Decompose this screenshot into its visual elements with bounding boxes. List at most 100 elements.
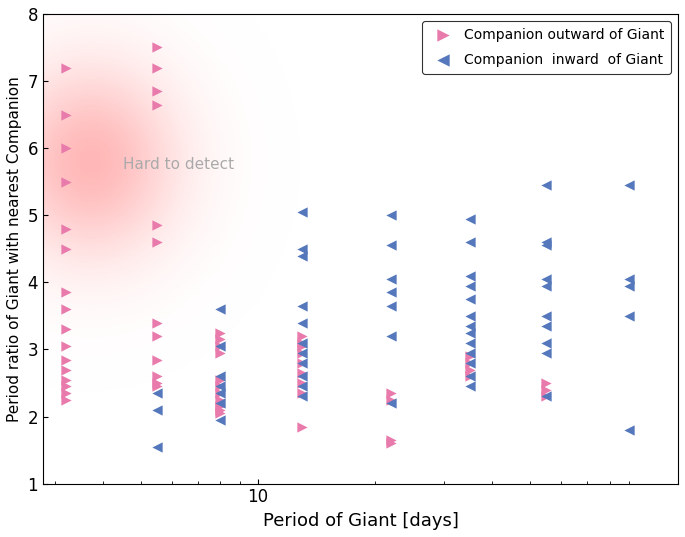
Companion outward of Giant — [151, 63, 162, 72]
Companion  inward  of Giant — [151, 405, 162, 414]
Legend: Companion outward of Giant, Companion  inward  of Giant: Companion outward of Giant, Companion in… — [422, 21, 671, 74]
Y-axis label: Period ratio of Giant with nearest Companion: Period ratio of Giant with nearest Compa… — [7, 76, 22, 422]
Companion outward of Giant — [215, 402, 226, 411]
Companion  inward  of Giant — [540, 322, 551, 330]
Companion outward of Giant — [297, 349, 308, 357]
Companion  inward  of Giant — [386, 332, 397, 340]
Companion outward of Giant — [60, 365, 71, 374]
Companion  inward  of Giant — [464, 338, 475, 347]
Companion  inward  of Giant — [464, 359, 475, 367]
Companion outward of Giant — [215, 375, 226, 384]
Text: Hard to detect: Hard to detect — [123, 157, 234, 172]
Companion  inward  of Giant — [464, 372, 475, 381]
Companion  inward  of Giant — [215, 416, 226, 424]
Companion outward of Giant — [151, 318, 162, 327]
Companion outward of Giant — [215, 395, 226, 404]
Companion  inward  of Giant — [386, 241, 397, 250]
Companion  inward  of Giant — [297, 208, 308, 216]
Companion outward of Giant — [60, 305, 71, 314]
Companion  inward  of Giant — [624, 426, 635, 434]
Companion  inward  of Giant — [386, 399, 397, 408]
Companion outward of Giant — [464, 372, 475, 381]
Companion  inward  of Giant — [297, 349, 308, 357]
Companion outward of Giant — [215, 382, 226, 390]
Companion  inward  of Giant — [464, 349, 475, 357]
Companion  inward  of Giant — [624, 181, 635, 190]
Companion  inward  of Giant — [297, 251, 308, 260]
Companion outward of Giant — [215, 405, 226, 414]
Companion outward of Giant — [60, 382, 71, 390]
Companion outward of Giant — [60, 110, 71, 119]
Companion  inward  of Giant — [540, 392, 551, 401]
Companion outward of Giant — [386, 389, 397, 397]
Companion outward of Giant — [215, 389, 226, 397]
Companion  inward  of Giant — [624, 281, 635, 290]
Companion outward of Giant — [540, 386, 551, 394]
Companion outward of Giant — [464, 359, 475, 367]
Companion outward of Giant — [540, 379, 551, 387]
Companion outward of Giant — [215, 328, 226, 337]
Companion  inward  of Giant — [386, 211, 397, 220]
Companion outward of Giant — [151, 87, 162, 96]
Companion  inward  of Giant — [464, 238, 475, 246]
Companion  inward  of Giant — [540, 275, 551, 284]
Companion  inward  of Giant — [215, 372, 226, 381]
Companion outward of Giant — [60, 389, 71, 397]
Companion outward of Giant — [60, 342, 71, 350]
Companion outward of Giant — [151, 238, 162, 246]
Companion  inward  of Giant — [540, 311, 551, 320]
Companion outward of Giant — [297, 359, 308, 367]
Companion  inward  of Giant — [297, 302, 308, 310]
Companion  inward  of Giant — [624, 311, 635, 320]
Companion  inward  of Giant — [464, 281, 475, 290]
Companion outward of Giant — [215, 409, 226, 417]
Companion  inward  of Giant — [464, 311, 475, 320]
Companion  inward  of Giant — [297, 382, 308, 390]
Companion outward of Giant — [60, 63, 71, 72]
Companion outward of Giant — [151, 379, 162, 387]
Companion outward of Giant — [60, 177, 71, 186]
X-axis label: Period of Giant [days]: Period of Giant [days] — [262, 512, 458, 530]
Companion outward of Giant — [60, 375, 71, 384]
Companion outward of Giant — [151, 382, 162, 390]
Companion  inward  of Giant — [297, 372, 308, 381]
Companion  inward  of Giant — [215, 305, 226, 314]
Companion outward of Giant — [297, 389, 308, 397]
Companion  inward  of Giant — [540, 338, 551, 347]
Companion outward of Giant — [151, 332, 162, 340]
Companion outward of Giant — [297, 342, 308, 350]
Companion outward of Giant — [151, 43, 162, 52]
Companion  inward  of Giant — [464, 322, 475, 330]
Companion  inward  of Giant — [464, 328, 475, 337]
Companion outward of Giant — [151, 100, 162, 109]
Companion outward of Giant — [151, 372, 162, 381]
Companion  inward  of Giant — [540, 241, 551, 250]
Companion outward of Giant — [60, 395, 71, 404]
Companion  inward  of Giant — [297, 244, 308, 253]
Companion outward of Giant — [60, 355, 71, 364]
Companion outward of Giant — [60, 288, 71, 297]
Companion  inward  of Giant — [464, 382, 475, 390]
Companion  inward  of Giant — [464, 214, 475, 223]
Companion  inward  of Giant — [540, 238, 551, 246]
Companion outward of Giant — [151, 355, 162, 364]
Companion  inward  of Giant — [297, 318, 308, 327]
Companion outward of Giant — [464, 365, 475, 374]
Companion  inward  of Giant — [540, 181, 551, 190]
Companion outward of Giant — [60, 224, 71, 233]
Companion outward of Giant — [297, 338, 308, 347]
Companion  inward  of Giant — [215, 382, 226, 390]
Companion  inward  of Giant — [151, 442, 162, 451]
Companion  inward  of Giant — [386, 302, 397, 310]
Companion  inward  of Giant — [151, 389, 162, 397]
Companion  inward  of Giant — [464, 295, 475, 303]
Companion outward of Giant — [540, 392, 551, 401]
Companion outward of Giant — [386, 395, 397, 404]
Companion outward of Giant — [386, 436, 397, 444]
Companion outward of Giant — [297, 368, 308, 377]
Companion  inward  of Giant — [215, 342, 226, 350]
Companion  inward  of Giant — [386, 275, 397, 284]
Companion outward of Giant — [297, 332, 308, 340]
Companion  inward  of Giant — [464, 271, 475, 280]
Companion outward of Giant — [60, 244, 71, 253]
